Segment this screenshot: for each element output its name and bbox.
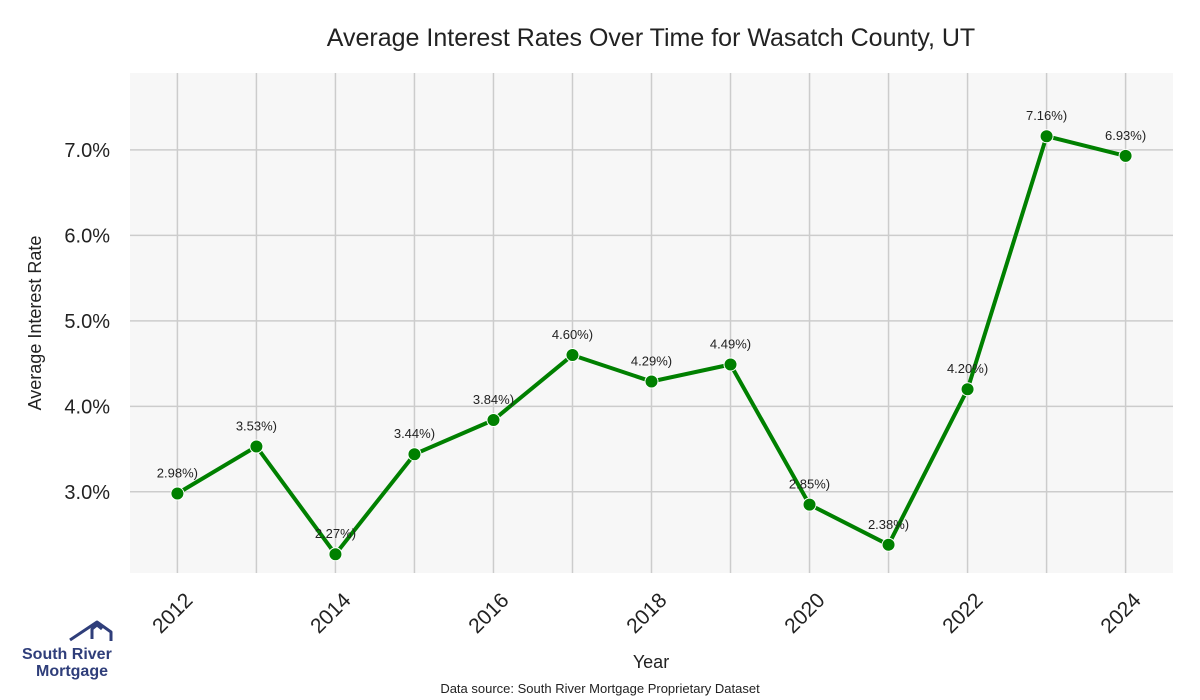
y-tick-label: 7.0% [64, 140, 110, 162]
x-tick-label: 2018 [622, 589, 671, 638]
y-axis-ticks: 3.0% 4.0% 5.0% 6.0% 7.0% [64, 140, 110, 504]
logo: South River Mortgage [22, 620, 113, 680]
data-label: 7.16%) [1026, 108, 1067, 123]
x-tick-label: 2020 [780, 589, 829, 638]
data-points [170, 129, 1133, 562]
x-axis-ticks: 2012 2014 2016 2018 2020 2022 2024 [148, 589, 1146, 639]
data-label: 4.49%) [710, 336, 751, 351]
data-label: 2.38%) [868, 517, 909, 532]
data-point [881, 537, 896, 552]
data-point [802, 497, 817, 512]
data-point [328, 547, 343, 562]
data-point [170, 486, 185, 501]
y-tick-label: 4.0% [64, 396, 110, 418]
logo-line-2: Mortgage [36, 663, 108, 680]
data-label: 3.53%) [236, 419, 277, 434]
data-label: 2.98%) [157, 466, 198, 481]
data-label: 3.44%) [394, 426, 435, 441]
data-point [1039, 129, 1054, 144]
data-point [960, 382, 975, 397]
data-point [486, 413, 501, 428]
data-point [644, 374, 659, 389]
y-tick-label: 5.0% [64, 311, 110, 333]
data-label: 3.84%) [473, 392, 514, 407]
y-axis-label: Average Interest Rate [25, 236, 45, 411]
y-tick-label: 6.0% [64, 225, 110, 247]
x-tick-label: 2014 [306, 589, 356, 639]
data-point [407, 447, 422, 462]
grid-lines [130, 73, 1173, 573]
data-point [1118, 148, 1133, 163]
logo-line-1: South River [22, 646, 112, 663]
data-label: 4.20%) [947, 361, 988, 376]
data-label: 6.93%) [1105, 128, 1146, 143]
data-labels: 2.98%) 3.53%) 2.27%) 3.44%) 3.84%) 4.60%) 4.29… [157, 108, 1146, 541]
data-source-note: Data source: South River Mortgage Propri… [440, 681, 760, 696]
data-label: 2.85%) [789, 477, 830, 492]
house-roof-icon [69, 620, 113, 642]
y-tick-label: 3.0% [64, 482, 110, 504]
x-axis-label: Year [633, 652, 669, 672]
data-point [249, 439, 264, 454]
data-point [565, 348, 580, 363]
x-tick-label: 2012 [148, 589, 197, 638]
data-point [723, 357, 738, 372]
data-label: 4.29%) [631, 354, 672, 369]
x-tick-label: 2022 [938, 589, 987, 638]
data-label: 4.60%) [552, 327, 593, 342]
data-label: 2.27%) [315, 526, 356, 541]
x-tick-label: 2016 [464, 589, 513, 638]
x-tick-label: 2024 [1096, 589, 1146, 639]
chart-title: Average Interest Rates Over Time for Was… [327, 24, 975, 52]
